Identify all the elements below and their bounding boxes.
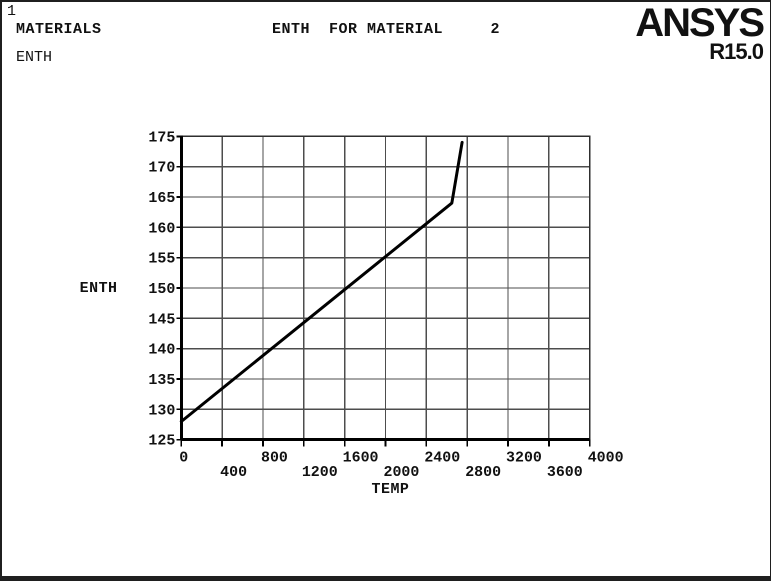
y-tick-label: 160 <box>148 221 175 237</box>
x-tick-label: 2400 <box>424 450 460 466</box>
ansys-logo-version: R15.0 <box>709 39 764 64</box>
x-tick-label: 400 <box>220 465 247 481</box>
x-tick-label: 0 <box>179 450 188 466</box>
x-tick-label: 4000 <box>588 450 624 466</box>
x-tick-label: 3600 <box>547 465 583 481</box>
ansys-logo: ANSYS R15.0 <box>635 1 765 64</box>
y-axis-title: ENTH <box>80 281 118 297</box>
y-tick-label: 130 <box>148 403 175 419</box>
x-axis-title: TEMP <box>372 482 410 498</box>
y-tick-label: 145 <box>148 312 175 328</box>
x-tick-label: 2800 <box>465 465 501 481</box>
y-tick-label: 170 <box>148 161 175 177</box>
x-tick-label: 3200 <box>506 450 542 466</box>
property-name-label: ENTH <box>16 49 53 67</box>
enth-curve <box>179 140 464 423</box>
plot-title: ENTH FOR MATERIAL 2 <box>271 21 501 38</box>
window-number: 1 <box>7 3 17 20</box>
x-tick-label: 1600 <box>343 450 379 466</box>
y-tick-label: 165 <box>148 191 175 207</box>
x-tick-label: 1200 <box>302 465 338 481</box>
ansys-logo-brand: ANSYS <box>635 1 765 45</box>
y-tick-label: 175 <box>148 130 175 146</box>
materials-label: MATERIALS <box>16 21 102 38</box>
plot-legend-block: MATERIALS ENTH <box>16 18 102 70</box>
y-tick-label: 140 <box>148 343 175 359</box>
y-tick-label: 150 <box>148 282 175 298</box>
x-tick-label: 2000 <box>384 465 420 481</box>
y-tick-label: 155 <box>148 252 175 268</box>
y-tick-label: 135 <box>148 373 175 389</box>
y-tick-label: 125 <box>148 434 175 450</box>
x-tick-label: 800 <box>261 450 288 466</box>
